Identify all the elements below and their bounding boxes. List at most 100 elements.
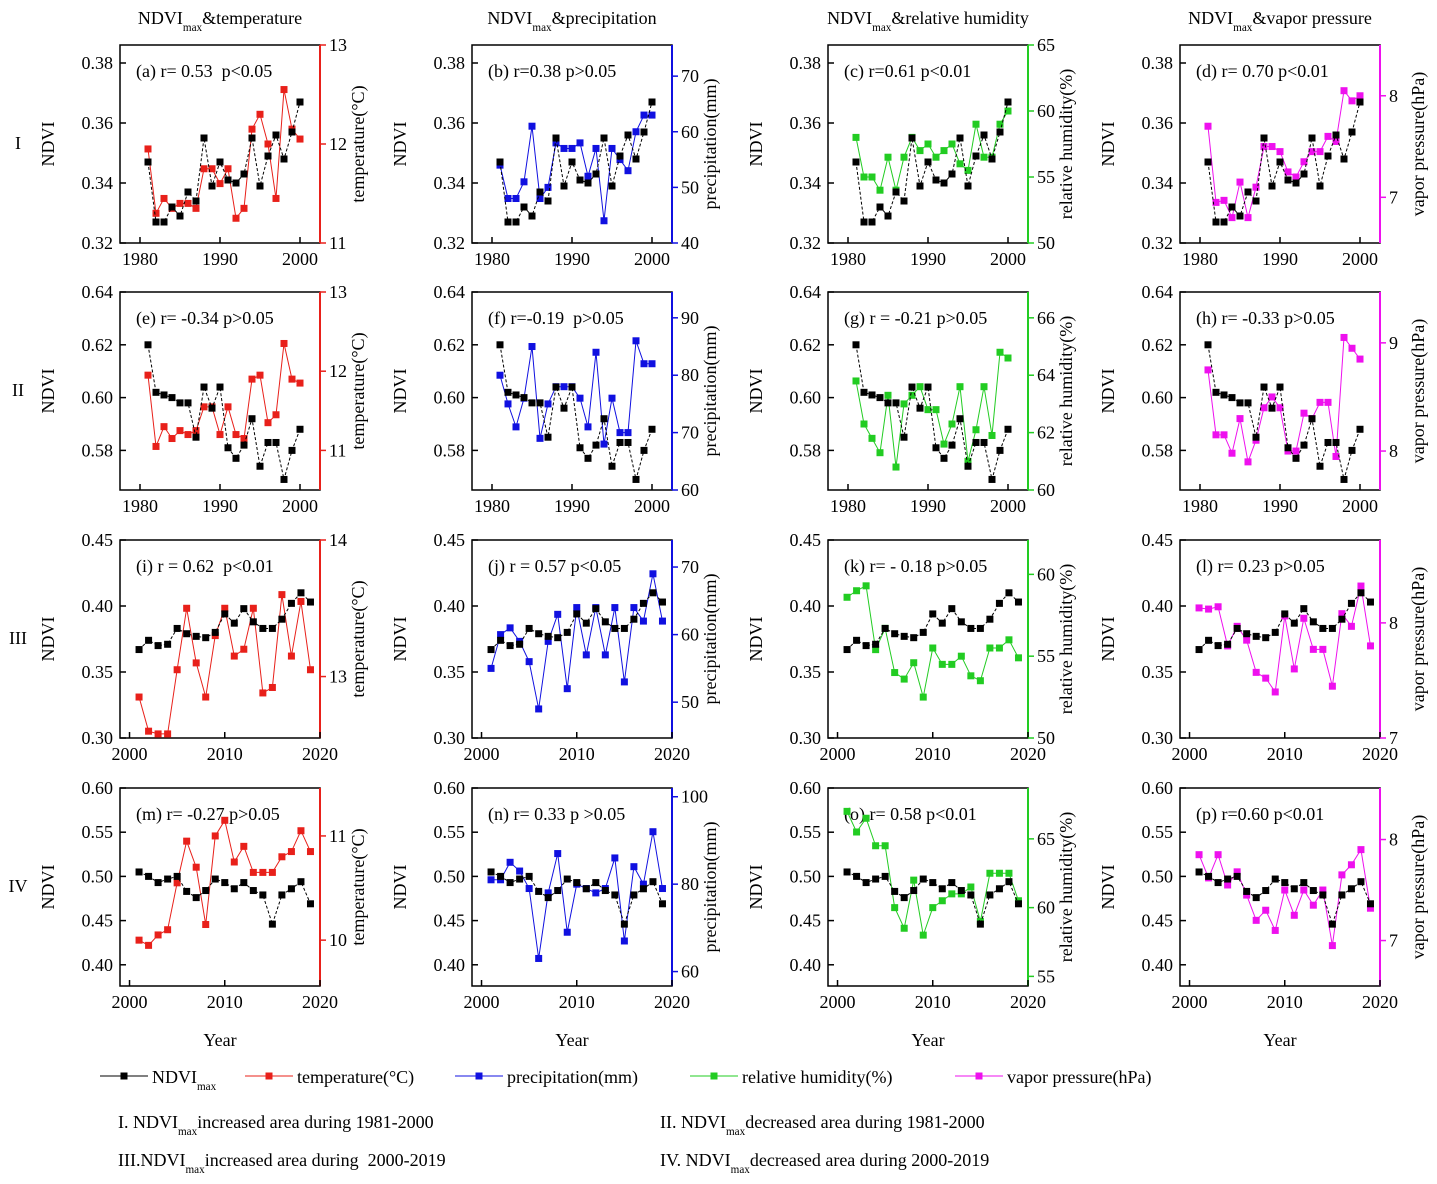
series-marker — [1004, 354, 1012, 362]
series-marker — [868, 173, 876, 181]
y-axis-label: NDVI — [746, 865, 766, 910]
series-marker — [504, 195, 512, 203]
series-marker — [852, 377, 860, 385]
series-marker — [1281, 886, 1289, 894]
series-marker — [248, 375, 256, 383]
series-marker — [1228, 449, 1236, 457]
x-tick-label: 2000 — [634, 249, 670, 269]
series-marker — [192, 632, 200, 640]
series-marker — [620, 937, 628, 945]
annotation: (n) r= 0.33 p >0.05 — [488, 804, 625, 825]
series-marker — [1284, 168, 1292, 176]
series-marker — [230, 858, 238, 866]
x-tick-label: 2000 — [1172, 744, 1208, 764]
series-marker — [288, 128, 296, 136]
y-tick-label: 0.45 — [82, 530, 114, 550]
series-marker — [852, 341, 860, 349]
series-marker — [940, 454, 948, 462]
series-marker — [306, 666, 314, 674]
series-marker — [862, 582, 870, 590]
series-marker — [168, 203, 176, 211]
series-marker — [268, 624, 276, 632]
series-marker — [972, 152, 980, 160]
series-marker — [929, 610, 937, 618]
series-marker — [208, 182, 216, 190]
series-marker — [1300, 170, 1308, 178]
series-marker — [535, 954, 543, 962]
series-marker — [560, 383, 568, 391]
y-tick-label: 0.45 — [1142, 911, 1174, 931]
series-marker — [544, 894, 552, 902]
series-marker — [919, 693, 927, 701]
series-marker — [910, 659, 918, 667]
series-marker — [648, 111, 656, 119]
series-marker — [1260, 143, 1268, 151]
series-marker — [972, 426, 980, 434]
series-marker — [1281, 879, 1289, 887]
series-marker — [1366, 642, 1374, 650]
y2-axis-label: precipitation(mm) — [700, 326, 721, 457]
x-tick-label: 2010 — [559, 744, 595, 764]
series-marker — [216, 383, 224, 391]
y2-tick-label: 80 — [681, 874, 699, 894]
series-marker — [1300, 409, 1308, 417]
series-marker — [287, 848, 295, 856]
y2-tick-label: 60 — [681, 962, 699, 982]
series-marker — [202, 634, 210, 642]
series-marker — [272, 438, 280, 446]
text-part: relative humidity(%) — [742, 1067, 892, 1088]
series-marker — [1319, 886, 1327, 894]
series-marker — [1332, 452, 1340, 460]
series-marker — [1290, 885, 1298, 893]
series-marker — [173, 666, 181, 674]
x-tick-label: 2020 — [1362, 744, 1398, 764]
y-axis-label: NDVI — [390, 617, 410, 662]
series-marker — [1220, 391, 1228, 399]
series-marker — [259, 868, 267, 876]
series-marker — [996, 446, 1004, 454]
series-marker — [1328, 682, 1336, 690]
series-marker — [192, 433, 200, 441]
series-marker — [173, 872, 181, 880]
series-marker — [600, 217, 608, 225]
series-marker — [535, 705, 543, 713]
series-marker — [516, 867, 524, 875]
series-marker — [496, 371, 504, 379]
series-marker — [860, 173, 868, 181]
legend-marker — [475, 1072, 483, 1080]
text-part: vapor pressure(hPa) — [1007, 1067, 1151, 1088]
series-marker — [872, 640, 880, 648]
series-marker — [1316, 462, 1324, 470]
series-marker — [1292, 447, 1300, 455]
series-marker — [932, 406, 940, 414]
x-tick-label: 1980 — [1182, 249, 1218, 269]
series-marker — [208, 404, 216, 412]
series-marker — [135, 936, 143, 944]
y2-tick-label: 13 — [329, 35, 347, 55]
series-marker — [496, 341, 504, 349]
series-marker — [211, 832, 219, 840]
x-tick-label: 2000 — [1342, 249, 1378, 269]
series-marker — [957, 887, 965, 895]
series-marker — [487, 868, 495, 876]
series-marker — [1366, 900, 1374, 908]
x-tick-label: 2000 — [634, 496, 670, 516]
x-tick-label: 2000 — [282, 249, 318, 269]
series-marker — [916, 383, 924, 391]
x-tick-label: 2010 — [915, 992, 951, 1012]
series-marker — [528, 212, 536, 220]
series-line — [1198, 585, 1371, 694]
series-marker — [916, 182, 924, 190]
y2-tick-label: 7 — [1389, 187, 1398, 207]
text-part: max — [183, 22, 203, 34]
y-tick-label: 0.58 — [82, 440, 114, 460]
series-marker — [995, 644, 1003, 652]
series-marker — [152, 442, 160, 450]
series-marker — [843, 593, 851, 601]
y-tick-label: 0.58 — [790, 440, 822, 460]
series-marker — [892, 463, 900, 471]
series-marker — [1347, 861, 1355, 869]
series-marker — [1268, 393, 1276, 401]
series-marker — [1290, 619, 1298, 627]
y-tick-label: 0.40 — [434, 596, 466, 616]
